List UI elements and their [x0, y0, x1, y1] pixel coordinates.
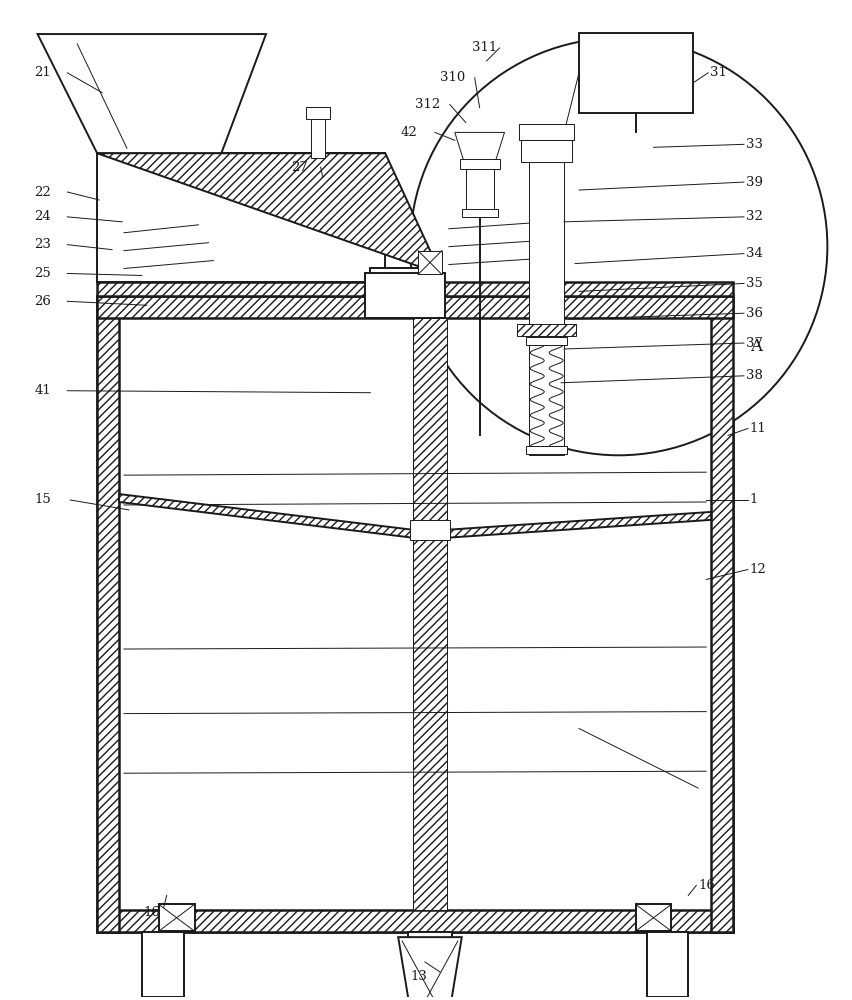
Polygon shape [97, 153, 437, 268]
Bar [529, 132, 563, 455]
Text: 24: 24 [35, 210, 51, 223]
Text: 26: 26 [35, 295, 51, 308]
Text: 37: 37 [745, 337, 762, 350]
Bar [370, 268, 440, 318]
Bar [526, 446, 567, 454]
Text: 39: 39 [745, 176, 762, 189]
Bar [378, 297, 431, 318]
Bar [407, 932, 452, 987]
Bar [141, 932, 183, 997]
Text: A: A [749, 338, 761, 355]
Bar [461, 209, 497, 217]
Polygon shape [446, 512, 711, 538]
Text: 1: 1 [749, 493, 757, 506]
Bar [97, 910, 732, 932]
Bar [412, 318, 446, 910]
Circle shape [410, 38, 826, 455]
Text: 13: 13 [410, 970, 427, 983]
Text: 36: 36 [745, 307, 762, 320]
Text: 41: 41 [35, 384, 51, 397]
Text: 16: 16 [698, 879, 714, 892]
Bar [97, 296, 119, 932]
Bar [97, 282, 732, 296]
Text: 12: 12 [749, 563, 766, 576]
Text: 311: 311 [471, 41, 497, 54]
Bar [417, 251, 441, 274]
Polygon shape [37, 34, 266, 153]
Bar [158, 904, 194, 931]
Text: 35: 35 [745, 277, 762, 290]
Text: 21: 21 [35, 66, 51, 79]
Bar [526, 337, 567, 345]
Text: 312: 312 [415, 98, 440, 111]
Text: 27: 27 [291, 161, 308, 174]
Text: 11: 11 [749, 422, 766, 435]
Text: 310: 310 [440, 71, 464, 84]
Bar [517, 324, 575, 336]
Polygon shape [398, 937, 461, 1000]
Text: 42: 42 [400, 126, 417, 139]
Bar [97, 296, 732, 318]
Text: 23: 23 [35, 238, 51, 251]
Text: 34: 34 [745, 247, 762, 260]
Text: 33: 33 [745, 138, 762, 151]
Text: 32: 32 [745, 210, 762, 223]
Polygon shape [454, 132, 504, 167]
Text: 15: 15 [35, 493, 51, 506]
Bar [410, 520, 449, 540]
Text: 22: 22 [35, 186, 51, 199]
Bar [711, 296, 732, 932]
Bar [635, 904, 671, 931]
Bar [305, 107, 329, 119]
Bar [521, 140, 572, 162]
Bar [646, 932, 688, 997]
Text: 16: 16 [144, 906, 160, 919]
Polygon shape [119, 494, 412, 538]
Bar [465, 167, 493, 212]
Bar [97, 296, 732, 932]
Bar [519, 124, 573, 140]
Text: 38: 38 [745, 369, 762, 382]
Bar [365, 273, 445, 318]
Bar [579, 33, 693, 113]
Bar [459, 159, 499, 169]
Bar [97, 153, 385, 282]
Text: 31: 31 [710, 66, 726, 79]
Text: 25: 25 [35, 267, 51, 280]
Bar [310, 114, 325, 158]
